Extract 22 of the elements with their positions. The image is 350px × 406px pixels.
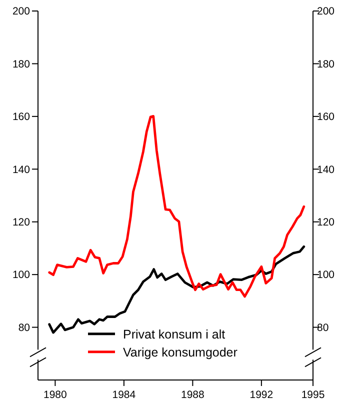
y-tick-label: 180 [12,58,30,70]
y-tick-label: 80 [18,322,30,334]
y-tick-label: 120 [12,216,30,229]
y-tick-label: 140 [12,164,30,176]
line-series [48,114,306,298]
y-tick-label: 200 [12,6,30,18]
y-tick-label: 100 [12,269,30,282]
x-tick-label: 1992 [250,389,274,401]
y2-tick-label: 160 [317,111,335,124]
x-tick-label: 1980 [44,389,68,401]
x-tick-label: 1988 [181,389,205,401]
y2-tick-label: 180 [317,58,335,70]
legend-label: Varige konsumgoder [123,345,238,360]
y2-tick-label: 100 [317,269,335,282]
y-tick-label: 160 [12,111,30,124]
y2-tick-label: 120 [317,216,335,229]
x-tick-label: 1984 [112,389,136,401]
y2-tick-label: 200 [317,6,335,18]
y2-tick-label: 80 [317,322,329,334]
x-tick-label: 1995 [301,389,325,401]
y2-tick-label: 140 [317,164,335,176]
legend-label: Privat konsum i alt [123,327,226,342]
